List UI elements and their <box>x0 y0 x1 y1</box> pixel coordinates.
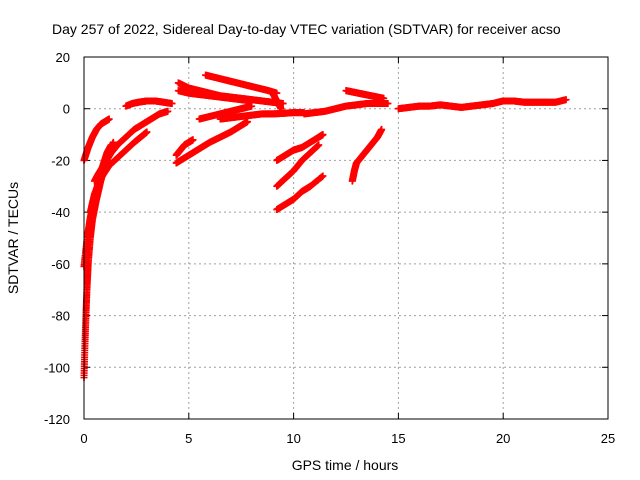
data-point <box>248 102 256 110</box>
series-arc-6 <box>122 97 176 110</box>
series-arc-10 <box>174 87 256 105</box>
y-tick-label: -20 <box>51 153 70 168</box>
x-tick-label: 15 <box>391 431 405 446</box>
data-point <box>319 172 327 180</box>
x-tick-label: 5 <box>185 431 192 446</box>
series-arc-13 <box>216 109 308 123</box>
y-tick-label: 20 <box>56 50 70 65</box>
y-tick-label: -100 <box>44 360 70 375</box>
series-arc-20 <box>348 125 386 185</box>
data-point <box>243 118 251 126</box>
data-point <box>189 136 197 144</box>
data-point <box>380 94 388 102</box>
data-point <box>277 105 285 113</box>
x-tick-label: 0 <box>80 431 87 446</box>
data-point <box>315 141 323 149</box>
data-point <box>168 100 176 108</box>
series-arc-18 <box>300 100 392 118</box>
y-tick-label: 0 <box>63 102 70 117</box>
series-arc-3 <box>80 115 113 164</box>
series-arc-5 <box>90 107 172 185</box>
data-point <box>105 115 113 123</box>
series-arc-21 <box>394 96 570 113</box>
x-axis-label: GPS time / hours <box>292 457 399 473</box>
series-arc-8 <box>172 118 251 167</box>
chart-title: Day 257 of 2022, Sidereal Day-to-day VTE… <box>52 21 561 37</box>
y-tick-labels: -120 -100 -80 -60 -40 -20 0 20 <box>44 50 70 427</box>
y-tick-label: -80 <box>51 309 70 324</box>
y-tick-label: -40 <box>51 205 70 220</box>
series-arc-17 <box>273 172 327 214</box>
y-tick-label: -60 <box>51 257 70 272</box>
data-point <box>378 125 386 133</box>
x-tick-label: 25 <box>601 431 615 446</box>
plot-frame <box>83 56 609 420</box>
x-tick-label: 10 <box>286 431 300 446</box>
series-arc-11 <box>202 71 281 97</box>
data-points <box>80 71 570 382</box>
y-axis-label: SDTVAR / TECUs <box>5 182 21 294</box>
series-arc-19 <box>342 87 388 102</box>
data-point <box>384 100 392 108</box>
data-point <box>107 141 115 149</box>
series-arc-7 <box>172 136 197 159</box>
x-tick-labels: 0 5 10 15 20 25 <box>80 431 615 446</box>
data-point <box>319 131 327 139</box>
series-arc-15 <box>273 131 327 164</box>
series-arc-16 <box>273 141 323 190</box>
series-arc-14 <box>269 89 285 113</box>
data-point <box>562 96 570 104</box>
grid <box>84 57 608 419</box>
data-point <box>164 107 172 115</box>
y-tick-label: -120 <box>44 412 70 427</box>
x-tick-label: 20 <box>496 431 510 446</box>
data-point <box>143 128 151 136</box>
